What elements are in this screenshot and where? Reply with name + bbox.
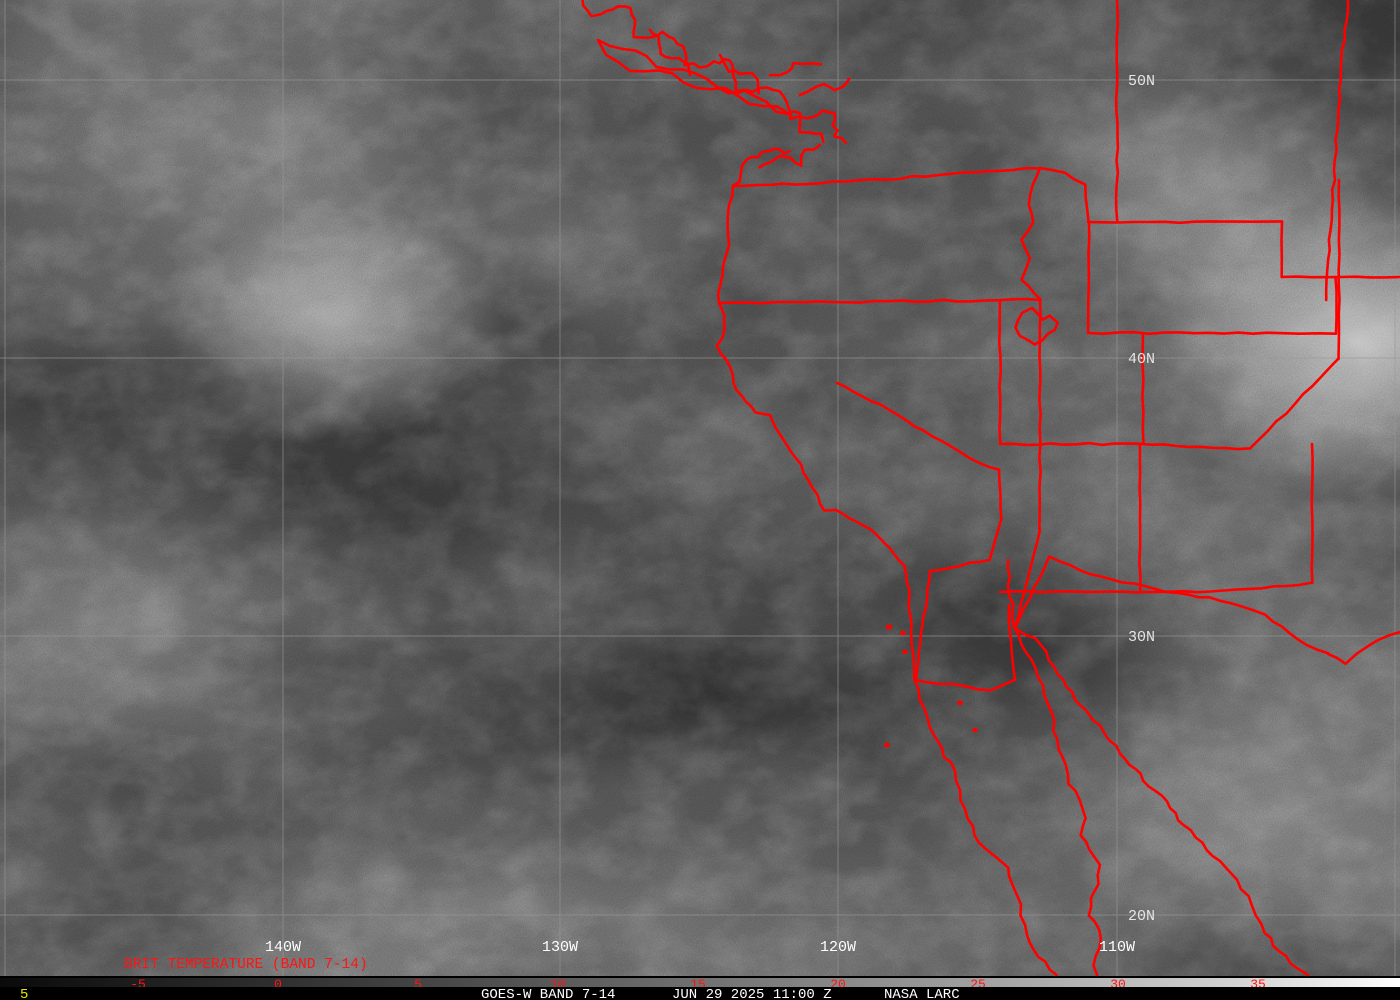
svg-text:10: 10 bbox=[550, 978, 566, 987]
svg-text:GOES-W BAND 7-14: GOES-W BAND 7-14 bbox=[481, 987, 615, 1000]
svg-text:50N: 50N bbox=[1128, 73, 1155, 90]
svg-text:15: 15 bbox=[690, 978, 706, 987]
svg-text:25: 25 bbox=[970, 978, 986, 987]
svg-text:-5: -5 bbox=[130, 978, 146, 987]
svg-text:NASA LARC: NASA LARC bbox=[884, 987, 960, 1000]
svg-text:5: 5 bbox=[414, 978, 422, 987]
svg-text:130W: 130W bbox=[542, 939, 578, 956]
svg-text:0: 0 bbox=[274, 978, 282, 987]
svg-text:20: 20 bbox=[830, 978, 846, 987]
svg-text:JUN 29 2025 11:00 Z: JUN 29 2025 11:00 Z bbox=[672, 987, 832, 1000]
svg-text:20N: 20N bbox=[1128, 908, 1155, 925]
svg-text:5: 5 bbox=[20, 987, 28, 1000]
svg-text:110W: 110W bbox=[1099, 939, 1135, 956]
svg-text:40N: 40N bbox=[1128, 351, 1155, 368]
svg-text:BRIT TEMPERATURE (BAND 7-14): BRIT TEMPERATURE (BAND 7-14) bbox=[124, 957, 368, 973]
svg-text:120W: 120W bbox=[820, 939, 856, 956]
svg-text:30: 30 bbox=[1110, 978, 1126, 987]
svg-text:140W: 140W bbox=[265, 939, 301, 956]
svg-text:35: 35 bbox=[1250, 978, 1266, 987]
svg-text:30N: 30N bbox=[1128, 629, 1155, 646]
